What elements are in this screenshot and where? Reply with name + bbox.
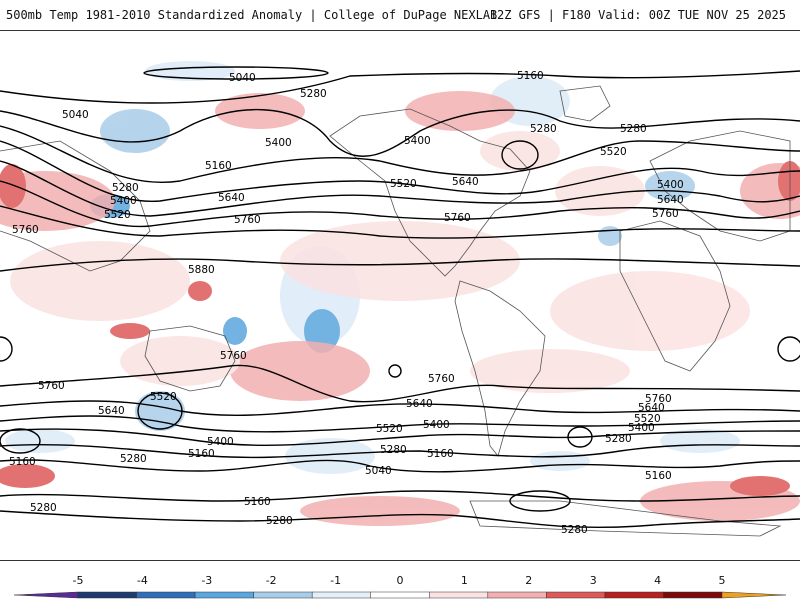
contour-label: 5760 xyxy=(234,214,261,226)
contour-label: 5760 xyxy=(428,373,455,385)
contour-label: 5040 xyxy=(62,109,89,121)
contour-labels: 5040 5160 5280 5040 5400 5400 5280 5280 … xyxy=(9,70,684,536)
contour-label: 5280 xyxy=(300,88,327,100)
colorbar-segment xyxy=(546,591,606,599)
contour-label: 5160 xyxy=(244,496,271,508)
colorbar-tick-label: -5 xyxy=(73,574,84,587)
map-canvas: 5040 5160 5280 5040 5400 5400 5280 5280 … xyxy=(0,61,800,537)
contour-label: 5280 xyxy=(605,433,632,445)
contour-label: 5640 xyxy=(218,192,245,204)
model-run-info: 12Z GFS | F180 Valid: 00Z TUE NOV 25 202… xyxy=(489,8,786,22)
contour-label: 5160 xyxy=(205,160,232,172)
contour-label: 5400 xyxy=(423,419,450,431)
anomaly-colorbar: -5 -4 -3 -2 -1 0 1 2 3 4 5 xyxy=(0,570,800,600)
contour-label: 5160 xyxy=(645,470,672,482)
contour-label: 5760 xyxy=(220,350,247,362)
contour-label: 5280 xyxy=(30,502,57,514)
contour-label: 5160 xyxy=(188,448,215,460)
colorbar-tick-label: 4 xyxy=(654,574,661,587)
contour-label: 5400 xyxy=(265,137,292,149)
contour-label: 5040 xyxy=(365,465,392,477)
colorbar-segment xyxy=(77,591,137,599)
contour-label: 5520 xyxy=(390,178,417,190)
contour-label: 5520 xyxy=(150,391,177,403)
colorbar-segment xyxy=(604,591,664,599)
contour-label: 5400 xyxy=(657,179,684,191)
contour-label: 5280 xyxy=(266,515,293,527)
anomaly-map: 5040 5160 5280 5040 5400 5400 5280 5280 … xyxy=(0,30,800,561)
colorbar-tick-label: 2 xyxy=(525,574,532,587)
colorbar-tick-label: 0 xyxy=(397,574,404,587)
contour-label: 5640 xyxy=(452,176,479,188)
contour-label: 5640 xyxy=(406,398,433,410)
colorbar-canvas: -5 -4 -3 -2 -1 0 1 2 3 4 5 xyxy=(13,574,787,599)
coastlines xyxy=(0,85,791,537)
contour-label: 5160 xyxy=(9,456,36,468)
contour-label: 5880 xyxy=(188,264,215,276)
contour-label: 5280 xyxy=(380,444,407,456)
colorbar-tick-label: 1 xyxy=(461,574,468,587)
colorbar-segment xyxy=(136,591,196,599)
colorbar-extend-low xyxy=(13,591,79,599)
contour-label: 5760 xyxy=(652,208,679,220)
contour-label: 5280 xyxy=(112,182,139,194)
contour-label: 5640 xyxy=(638,402,665,414)
contour-label: 5040 xyxy=(229,72,256,84)
contour-label: 5760 xyxy=(38,380,65,392)
colorbar-segment xyxy=(663,591,723,599)
colorbar-tick-label: 3 xyxy=(590,574,597,587)
contour-label: 5640 xyxy=(98,405,125,417)
contour-label: 5400 xyxy=(110,195,137,207)
contour-label: 5760 xyxy=(12,224,39,236)
contour-label: 5760 xyxy=(645,393,672,405)
contour-label: 5280 xyxy=(120,453,147,465)
colorbar-segment xyxy=(194,591,254,599)
contour-label: 5280 xyxy=(620,123,647,135)
height-contours xyxy=(0,66,800,529)
colorbar-tick-label: -1 xyxy=(330,574,341,587)
colorbar-segment xyxy=(311,591,371,599)
colorbar-extend-high xyxy=(721,591,787,599)
map-title: 500mb Temp 1981-2010 Standardized Anomal… xyxy=(6,8,498,22)
contour-label: 5520 xyxy=(600,146,627,158)
contour-label: 5280 xyxy=(561,524,588,536)
colorbar-tick-label: 5 xyxy=(719,574,726,587)
contour-label: 5520 xyxy=(376,423,403,435)
contour-label: 5640 xyxy=(657,194,684,206)
colorbar-tick-label: -4 xyxy=(137,574,148,587)
colorbar-segment xyxy=(253,591,313,599)
colorbar-tick-label: -2 xyxy=(266,574,277,587)
contour-label: 5760 xyxy=(444,212,471,224)
warm-anomaly-shading xyxy=(0,91,800,526)
contour-label: 5520 xyxy=(634,413,661,425)
colorbar-segment xyxy=(487,591,547,599)
contour-label: 5400 xyxy=(628,422,655,434)
contour-label: 5520 xyxy=(104,209,131,221)
colorbar-tick-label: -3 xyxy=(201,574,212,587)
contour-label: 5160 xyxy=(517,70,544,82)
contour-label: 5400 xyxy=(404,135,431,147)
contour-label: 5160 xyxy=(427,448,454,460)
map-header: 500mb Temp 1981-2010 Standardized Anomal… xyxy=(0,0,800,30)
contour-label: 5400 xyxy=(207,436,234,448)
colorbar-segment xyxy=(429,591,489,599)
colorbar-segment xyxy=(370,591,430,599)
contour-label: 5280 xyxy=(530,123,557,135)
